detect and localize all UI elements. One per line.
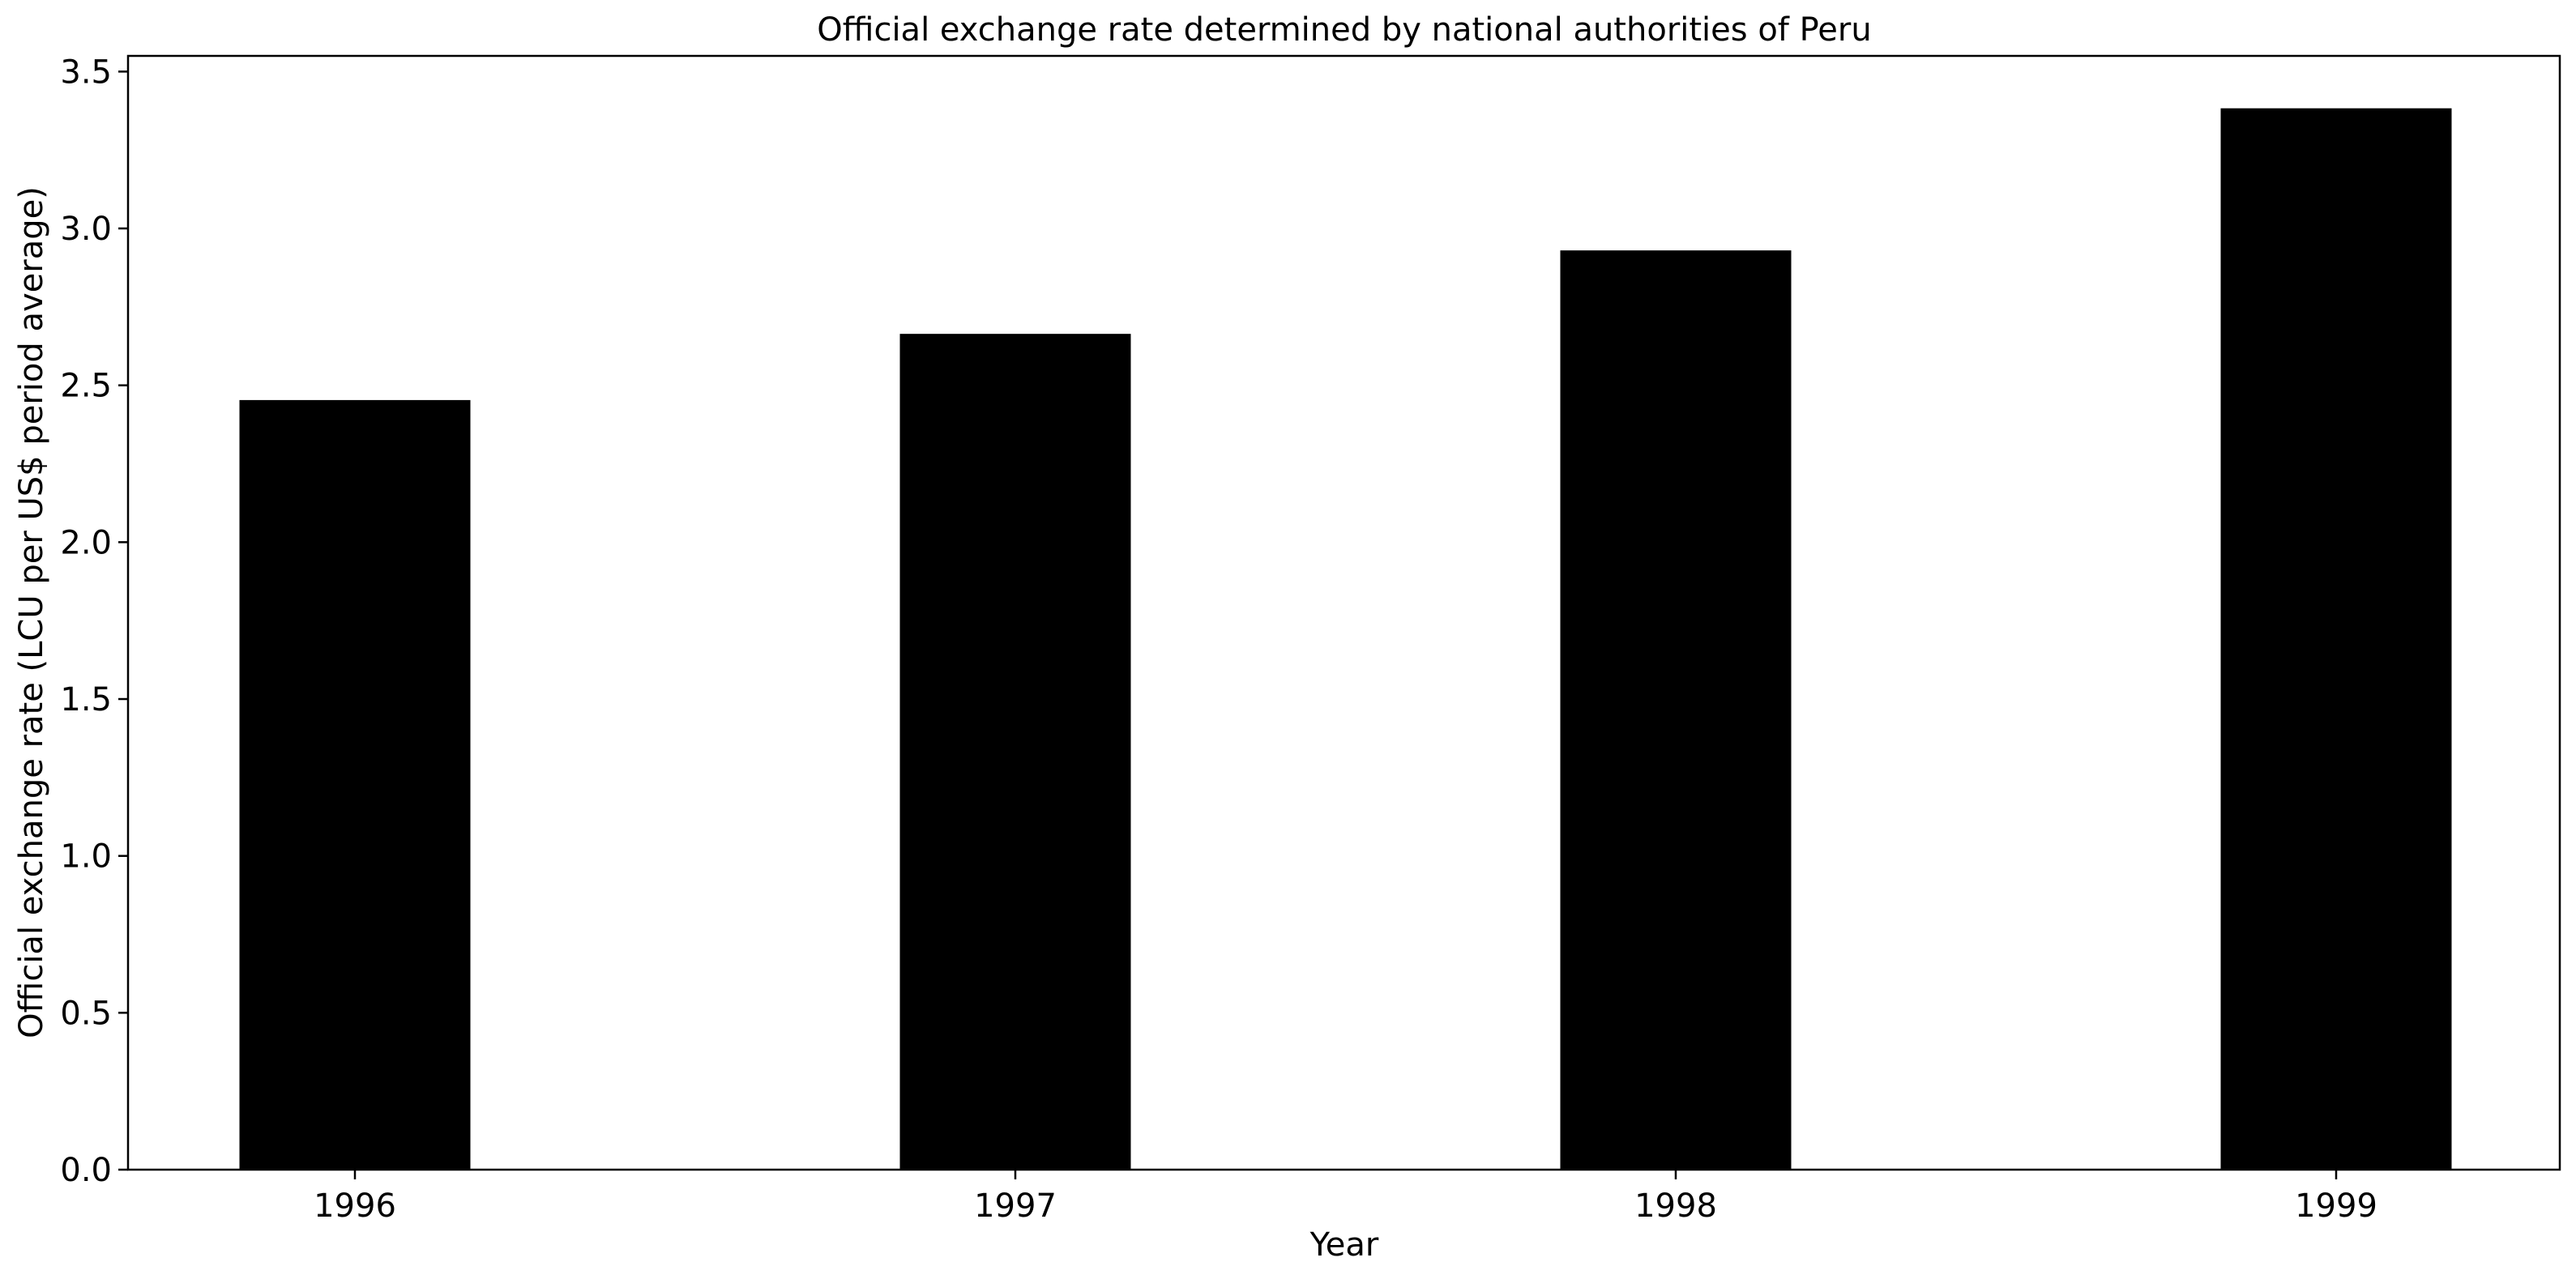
y-tick-label: 3.0	[60, 211, 112, 248]
y-tick-label: 2.0	[60, 524, 112, 561]
y-axis-label: Official exchange rate (LCU per US$ peri…	[13, 186, 50, 1038]
y-tick-label: 1.5	[60, 681, 112, 718]
y-tick-label: 2.5	[60, 368, 112, 405]
x-axis-label: Year	[1309, 1226, 1379, 1264]
y-axis-ticks: 0.0 0.5 1.0 1.5 2.0 2.5 3.0 3.5	[60, 53, 128, 1189]
bar-1998	[1560, 250, 1792, 1170]
bar-1997	[899, 334, 1131, 1170]
x-tick-label: 1996	[314, 1187, 396, 1225]
y-tick-label: 1.0	[60, 838, 112, 876]
x-tick-label: 1999	[2295, 1187, 2377, 1225]
y-tick-label: 3.5	[60, 53, 112, 91]
x-tick-label: 1997	[974, 1187, 1057, 1225]
y-tick-label: 0.5	[60, 995, 112, 1032]
x-tick-label: 1998	[1634, 1187, 1717, 1225]
bar-1996	[239, 399, 471, 1170]
x-axis-ticks: 1996 1997 1998 1999	[314, 1170, 2377, 1225]
y-tick-label: 0.0	[60, 1152, 112, 1189]
plot-frame	[126, 54, 2561, 1171]
bar-1999	[2220, 108, 2452, 1170]
bars-group	[239, 108, 2452, 1170]
chart-title: Official exchange rate determined by nat…	[817, 11, 1871, 49]
